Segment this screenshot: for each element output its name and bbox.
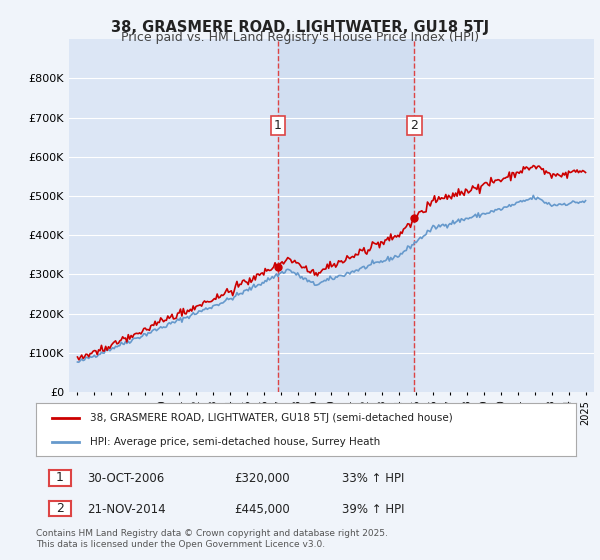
Text: 38, GRASMERE ROAD, LIGHTWATER, GU18 5TJ (semi-detached house): 38, GRASMERE ROAD, LIGHTWATER, GU18 5TJ … [90, 413, 453, 423]
Text: 2: 2 [56, 502, 64, 515]
Text: HPI: Average price, semi-detached house, Surrey Heath: HPI: Average price, semi-detached house,… [90, 436, 380, 446]
Text: 30-OCT-2006: 30-OCT-2006 [87, 472, 164, 486]
Text: 1: 1 [274, 119, 282, 132]
Text: 1: 1 [56, 471, 64, 484]
Bar [278, 39, 415, 392]
Text: 21-NOV-2014: 21-NOV-2014 [87, 503, 166, 516]
Text: £320,000: £320,000 [234, 472, 290, 486]
Text: Price paid vs. HM Land Registry's House Price Index (HPI): Price paid vs. HM Land Registry's House … [121, 31, 479, 44]
Text: Contains HM Land Registry data © Crown copyright and database right 2025.
This d: Contains HM Land Registry data © Crown c… [36, 529, 388, 549]
Text: 2: 2 [410, 119, 418, 132]
Text: 38, GRASMERE ROAD, LIGHTWATER, GU18 5TJ: 38, GRASMERE ROAD, LIGHTWATER, GU18 5TJ [111, 20, 489, 35]
Text: 33% ↑ HPI: 33% ↑ HPI [342, 472, 404, 486]
Text: £445,000: £445,000 [234, 503, 290, 516]
Text: 39% ↑ HPI: 39% ↑ HPI [342, 503, 404, 516]
